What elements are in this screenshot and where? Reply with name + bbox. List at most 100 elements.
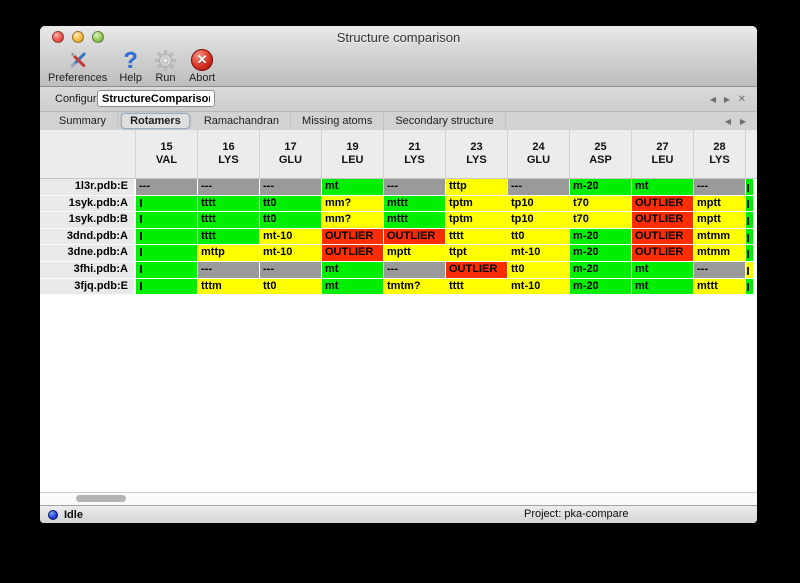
run-label: Run [155,72,176,84]
tab-rotamers[interactable]: Rotamers [121,113,190,129]
rotamer-cell[interactable]: mttt [384,212,446,229]
rotamer-cell[interactable]: OUTLIER [632,212,694,229]
rotamer-cell[interactable]: --- [198,179,260,196]
rotamer-cell[interactable]: mttt [384,195,446,213]
rotamer-cell[interactable]: --- [694,179,746,196]
rotamer-cell[interactable]: mt [632,261,694,279]
rotamer-cell[interactable]: mt [322,278,384,296]
rotamer-cell[interactable]: tt0 [508,261,570,279]
rotamer-cell[interactable]: m-20 [570,179,632,196]
rotamer-cell[interactable]: tttt [198,228,260,246]
rotamer-cell[interactable] [136,228,198,246]
rotamer-cell[interactable]: --- [508,179,570,196]
help-button[interactable]: ? Help [119,48,142,85]
rotamer-cell[interactable]: mt [322,179,384,196]
rotamer-cell[interactable]: tttp [446,179,508,196]
tabs-next-icon[interactable]: ▶ [739,116,746,126]
rotamer-cell[interactable]: mt-10 [260,245,322,262]
rotamer-cell[interactable]: OUTLIER [632,245,694,262]
rotamer-cell[interactable]: mptt [694,195,746,213]
rotamer-cell[interactable]: tptm [446,212,508,229]
rotamer-cell[interactable] [136,245,198,262]
rotamer-cell[interactable]: --- [384,261,446,279]
scrollbar-thumb[interactable] [76,495,126,502]
rotamer-cell[interactable]: t70 [570,195,632,213]
rotamer-cell[interactable]: mptt [694,212,746,229]
column-header: 17 GLU [260,130,322,178]
rotamer-cell[interactable]: tmtm? [384,278,446,296]
rotamer-cell[interactable]: OUTLIER [632,195,694,213]
rotamer-cell[interactable]: OUTLIER [632,228,694,246]
rotamer-cell[interactable]: tttt [198,195,260,213]
close-window-button[interactable] [52,31,64,43]
rotamer-cell[interactable]: tt0 [508,228,570,246]
rotamer-cell[interactable]: mt [632,278,694,296]
rotamer-cell[interactable]: mt-10 [508,245,570,262]
rotamer-cell[interactable]: tt0 [260,195,322,213]
tab-secondary-structure[interactable]: Secondary structure [384,112,506,130]
preferences-button[interactable]: Preferences [48,48,107,85]
rotamer-cell[interactable]: OUTLIER [446,261,508,279]
rotamer-cell[interactable]: mt-10 [260,228,322,246]
rotamer-cell[interactable] [136,195,198,213]
rotamer-cell[interactable]: tttt [446,278,508,296]
rotamer-cell[interactable]: mm? [322,212,384,229]
rotamer-cell[interactable]: --- [694,261,746,279]
rotamer-cell[interactable]: tttm [198,278,260,296]
tab-summary[interactable]: Summary [48,112,119,130]
rotamer-cell[interactable]: t70 [570,212,632,229]
rotamer-cell[interactable]: m-20 [570,228,632,246]
table-row: 3fjq.pdb:E tttm tt0 mt tmtm? tttt mt-10 m-20 mt m… [40,278,757,296]
titlebar[interactable]: Structure comparison [40,26,757,48]
config-next-icon[interactable]: ▶ [723,94,730,104]
rotamer-cell[interactable]: mttt [694,278,746,296]
row-label: 1l3r.pdb:E [40,179,136,196]
rotamer-cell[interactable]: ttpt [446,245,508,262]
rotamer-cell[interactable]: OUTLIER [322,228,384,246]
column-header: 16 LYS [198,130,260,178]
rotamer-cell[interactable] [136,278,198,296]
window-title: Structure comparison [336,30,461,45]
rotamer-cell[interactable]: tt0 [260,278,322,296]
rotamer-cell[interactable]: m-20 [570,261,632,279]
rotamer-cell[interactable]: tp10 [508,195,570,213]
rotamer-cell[interactable]: m-20 [570,245,632,262]
rotamer-cell[interactable]: --- [384,179,446,196]
rotamer-cell[interactable]: --- [198,261,260,279]
rotamer-cell[interactable]: mt [632,179,694,196]
config-prev-icon[interactable]: ◀ [709,94,716,104]
rotamer-cell[interactable]: mptt [384,245,446,262]
rotamer-cell[interactable]: OUTLIER [322,245,384,262]
rotamer-cell[interactable]: tp10 [508,212,570,229]
abort-button[interactable]: ✕ Abort [189,48,215,85]
rotamer-cell[interactable]: mm? [322,195,384,213]
rotamer-cell[interactable]: mt [322,261,384,279]
rotamer-cell[interactable] [136,212,198,229]
rotamer-cell[interactable]: tt0 [260,212,322,229]
rotamer-cell[interactable]: mttp [198,245,260,262]
rotamer-cell[interactable]: --- [260,261,322,279]
structure-comparison-window: Structure comparison [40,26,757,523]
rotamer-cell[interactable]: mtmm [694,228,746,246]
tabs-prev-icon[interactable]: ◀ [724,116,731,126]
rotamer-cell[interactable] [136,261,198,279]
rotamer-cell[interactable]: tttt [446,228,508,246]
rotamer-cell[interactable]: m-20 [570,278,632,296]
status-dot-icon [48,509,58,520]
config-close-icon[interactable]: ✕ [737,93,746,105]
horizontal-scrollbar[interactable] [40,492,757,505]
tab-missing-atoms[interactable]: Missing atoms [291,112,385,130]
rotamer-cell[interactable]: mt-10 [508,278,570,296]
run-button[interactable]: Run [154,48,177,85]
rotamer-cell[interactable]: --- [260,179,322,196]
clipped-column-sliver [746,228,753,246]
rotamer-cell[interactable]: tttt [198,212,260,229]
configure-name-input[interactable] [97,90,215,107]
rotamer-cell[interactable]: mtmm [694,245,746,262]
rotamer-cell[interactable]: tptm [446,195,508,213]
zoom-window-button[interactable] [92,31,104,43]
minimize-window-button[interactable] [72,31,84,43]
rotamer-cell[interactable]: OUTLIER [384,228,446,246]
tab-ramachandran[interactable]: Ramachandran [193,112,292,130]
rotamer-cell[interactable]: --- [136,179,198,196]
